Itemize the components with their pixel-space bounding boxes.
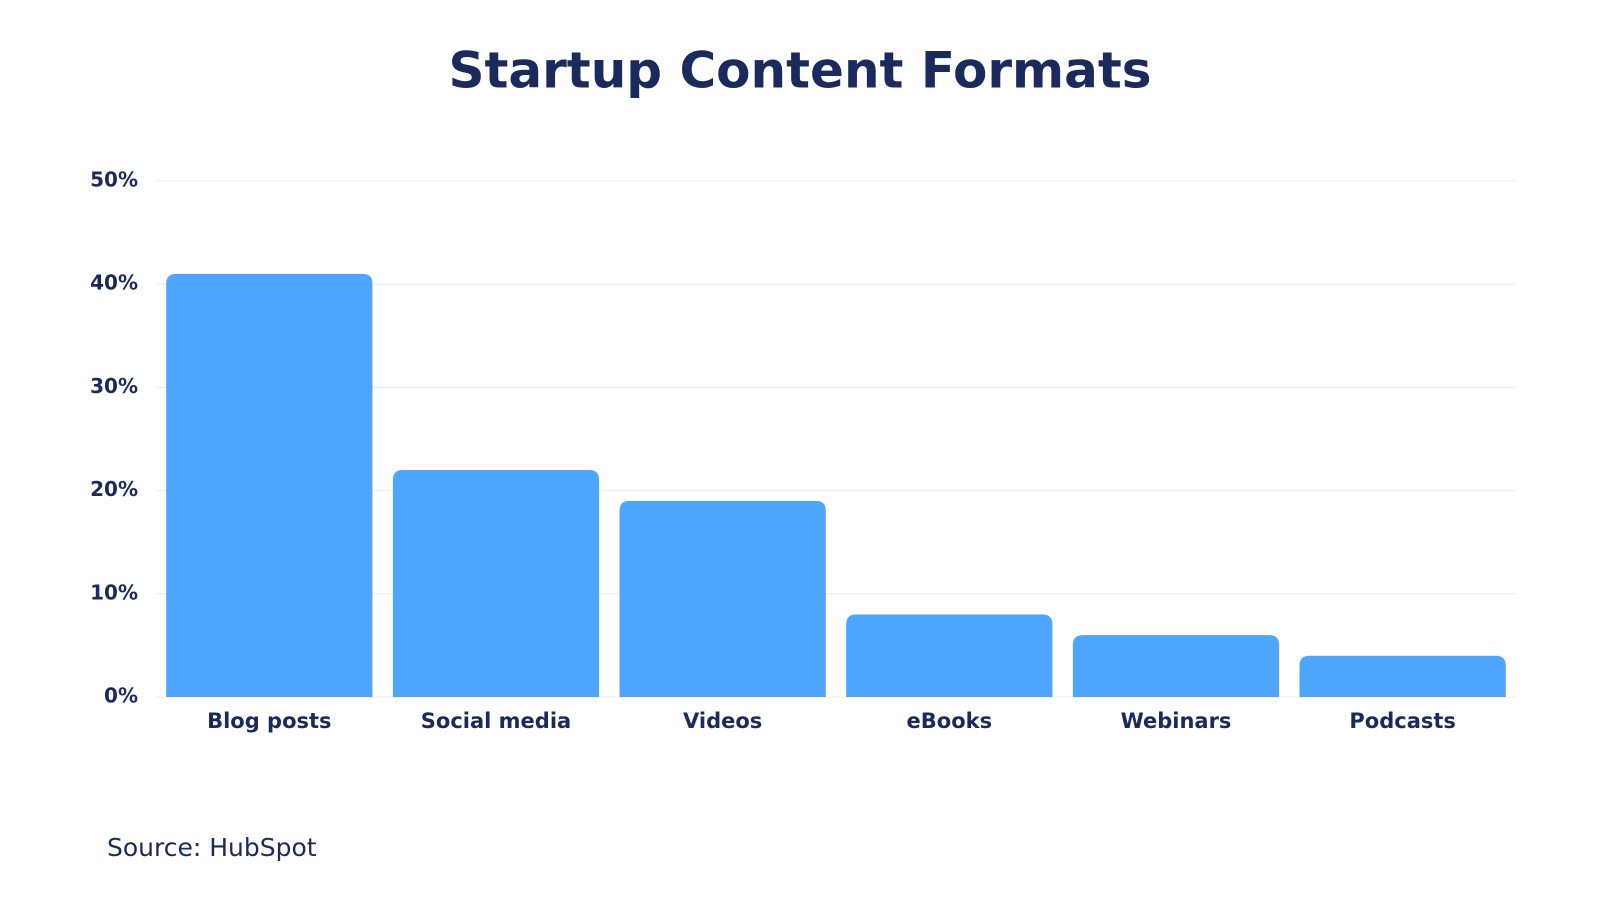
x-tick-label: Blog posts <box>207 709 331 733</box>
y-tick-label: 20% <box>90 477 138 501</box>
bar <box>1299 655 1506 697</box>
x-tick-label: Videos <box>683 709 762 733</box>
x-tick-label: Social media <box>421 709 571 733</box>
x-tick-label: Podcasts <box>1349 709 1456 733</box>
source-note: Source: HubSpot <box>107 833 317 862</box>
y-tick-label: 50% <box>90 168 138 192</box>
bar <box>392 469 600 697</box>
x-tick-label: eBooks <box>907 709 993 733</box>
y-tick-label: 40% <box>90 271 138 295</box>
bar <box>166 273 373 697</box>
x-tick-label: Webinars <box>1121 709 1232 733</box>
y-tick-label: 0% <box>104 684 138 708</box>
y-tick-label: 30% <box>90 374 138 398</box>
bar <box>619 500 826 697</box>
y-tick-label: 10% <box>90 580 138 604</box>
bar <box>1072 635 1280 697</box>
chart-title: Startup Content Formats <box>448 42 1151 100</box>
bar <box>846 614 1053 697</box>
